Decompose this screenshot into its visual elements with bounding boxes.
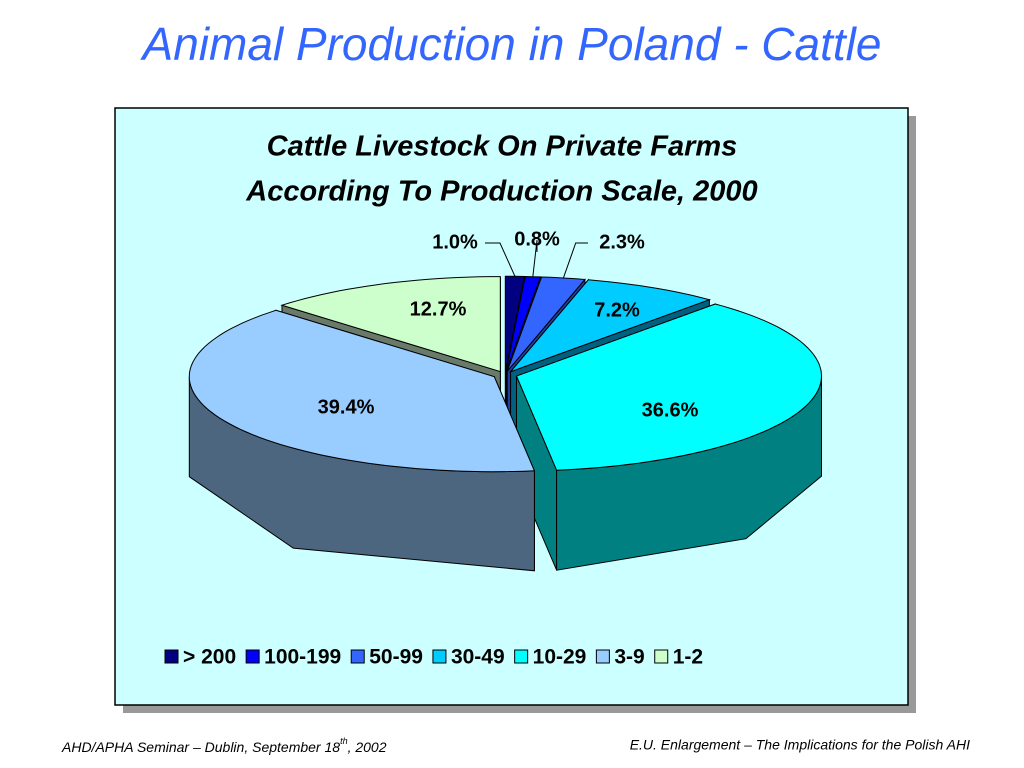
slice: [505, 275, 542, 372]
footer-right: E.U. Enlargement – The Implications for …: [630, 737, 970, 753]
legend-swatch: [595, 649, 610, 664]
legend-label: 100-199: [264, 646, 341, 669]
legend-swatch: [164, 649, 179, 664]
legend-swatch: [350, 649, 365, 664]
legend-label: 10-29: [533, 646, 587, 669]
slice: [515, 303, 823, 471]
data-label: 39.4%: [318, 396, 375, 418]
leader-line: [532, 239, 538, 277]
slice: [188, 309, 536, 473]
slice: [508, 279, 712, 373]
data-label: 12.7%: [410, 298, 467, 320]
footer-text: , 2002: [348, 739, 387, 755]
footer-text: AHD/APHA Seminar – Dublin, September 18: [61, 739, 340, 755]
legend-swatch: [514, 649, 529, 664]
pie: 1.0% 0.8% 2.3% 7.2% 36.6% 39.4% 12.7%: [188, 228, 823, 572]
slice: [280, 276, 501, 373]
legend-label: > 200: [183, 646, 236, 669]
data-label: 2.3%: [599, 231, 645, 253]
data-label: 36.6%: [642, 399, 699, 421]
data-label: 7.2%: [594, 299, 640, 321]
footer-sup: th: [340, 736, 348, 746]
leader-line: [485, 242, 516, 277]
legend-swatch: [245, 649, 260, 664]
legend-swatch: [654, 649, 669, 664]
legend-label: 50-99: [369, 646, 423, 669]
slide-title: Animal Production in Poland - Cattle: [140, 18, 882, 70]
legend-label: 30-49: [451, 646, 505, 669]
leader-line: [562, 242, 588, 279]
chart-title: According To Production Scale, 2000: [245, 176, 757, 208]
data-label: 0.8%: [514, 228, 560, 250]
legend-label: 3-9: [614, 646, 644, 669]
chart-title: Cattle Livestock On Private Farms: [267, 131, 738, 163]
data-label: 1.0%: [432, 231, 478, 253]
legend-swatch: [432, 649, 447, 664]
footer-left: AHD/APHA Seminar – Dublin, September 18t…: [61, 736, 387, 754]
legend-label: 1-2: [673, 646, 703, 669]
legend: > 200 100-199 50-99 30-49 10-29 3-9 1-2: [164, 646, 703, 669]
